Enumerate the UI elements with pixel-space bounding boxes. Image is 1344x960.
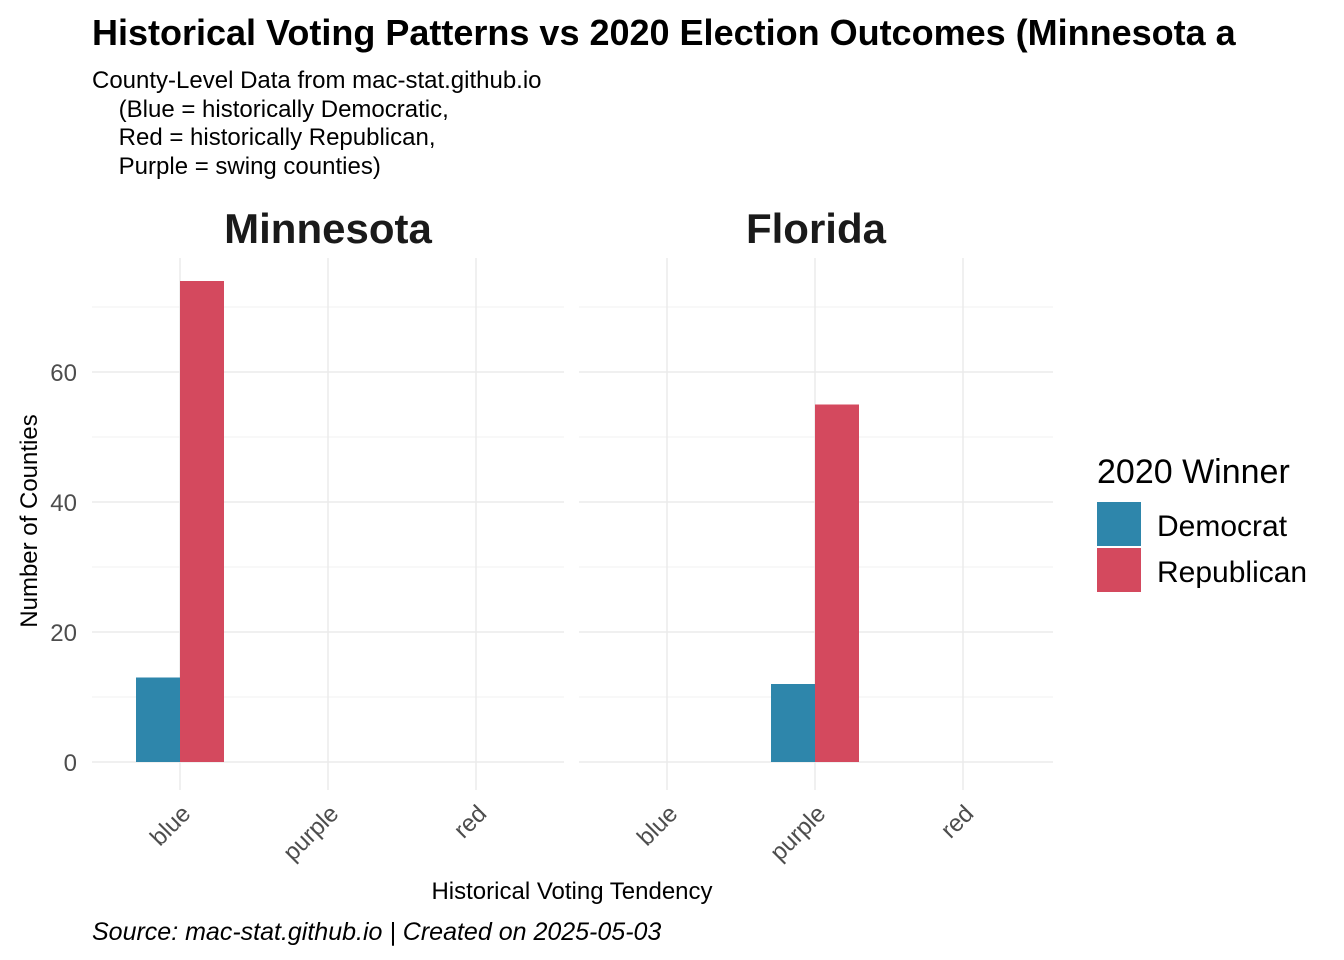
y-axis: 0 20 40 60 [50, 360, 77, 777]
subtitle-line: Red = historically Republican, [92, 124, 436, 151]
subtitle-line: County-Level Data from mac-stat.github.i… [92, 67, 542, 94]
facet-strip-label: Florida [746, 205, 887, 252]
y-tick-label: 20 [50, 620, 77, 647]
x-tick-label: purple [278, 800, 344, 866]
subtitle-line: Purple = swing counties) [92, 153, 381, 180]
legend-label: Republican [1157, 556, 1307, 589]
facet-strip-label: Minnesota [224, 205, 432, 252]
bar-minnesota-blue-republican [180, 281, 224, 762]
x-tick-label: blue [632, 800, 683, 851]
legend-key-democrat [1097, 502, 1141, 546]
x-tick-label: red [936, 800, 980, 844]
x-axis-title: Historical Voting Tendency [431, 878, 712, 905]
chart-caption: Source: mac-stat.github.io | Created on … [92, 918, 661, 946]
subtitle-line: (Blue = historically Democratic, [92, 96, 449, 123]
facet-panels: blue purple red Minnesota blue purple red Flori… [92, 205, 1053, 866]
bar-florida-purple-republican [815, 404, 859, 762]
facet-florida: blue purple red Florida [579, 205, 1053, 866]
x-tick-label: purple [765, 800, 831, 866]
x-tick-label: red [449, 800, 493, 844]
y-tick-label: 0 [64, 750, 77, 777]
chart-subtitle: County-Level Data from mac-stat.github.i… [92, 67, 542, 180]
y-axis-title: Number of Counties [16, 414, 43, 627]
legend: 2020 Winner Democrat Republican [1097, 453, 1307, 592]
legend-key-republican [1097, 548, 1141, 592]
facet-minnesota: blue purple red Minnesota [92, 205, 564, 866]
chart-title: Historical Voting Patterns vs 2020 Elect… [92, 12, 1237, 53]
y-tick-label: 60 [50, 360, 77, 387]
legend-title: 2020 Winner [1097, 453, 1290, 491]
x-tick-label: blue [145, 800, 196, 851]
bar-minnesota-blue-democrat [136, 677, 180, 762]
legend-label: Democrat [1157, 510, 1288, 543]
y-tick-label: 40 [50, 490, 77, 517]
bar-florida-purple-democrat [771, 684, 815, 762]
